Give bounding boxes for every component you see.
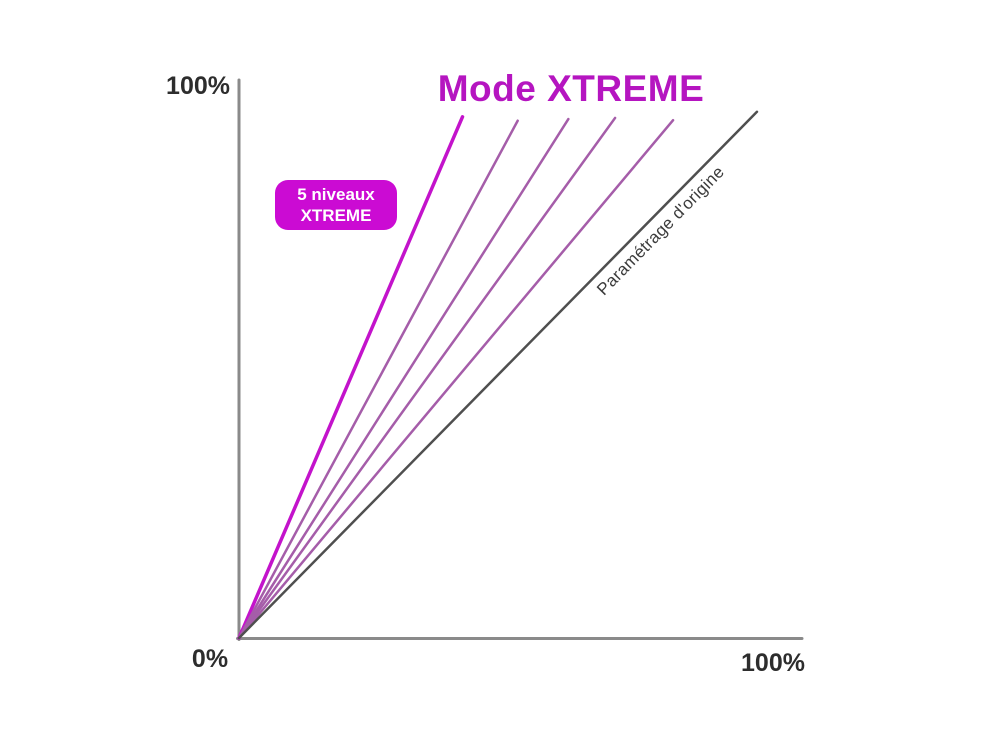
chart-line-1: [237, 115, 465, 640]
x-axis-min-tick-label: 0%: [191, 645, 229, 673]
chart-line-4: [237, 116, 617, 640]
badge-line-2: XTREME: [300, 206, 372, 225]
chart-line-6: [237, 110, 759, 640]
chart-title: Mode XTREME: [437, 68, 705, 109]
xtreme-levels-badge: 5 niveaux XTREME: [275, 180, 397, 230]
badge-line-1: 5 niveaux: [297, 184, 375, 204]
chart-line-3: [237, 117, 570, 640]
y-axis-max-tick-label: 100%: [166, 72, 230, 100]
chart-line-5: [237, 118, 675, 640]
x-axis-max-tick-label: 100%: [741, 649, 805, 677]
chart-line-2: [237, 119, 519, 640]
